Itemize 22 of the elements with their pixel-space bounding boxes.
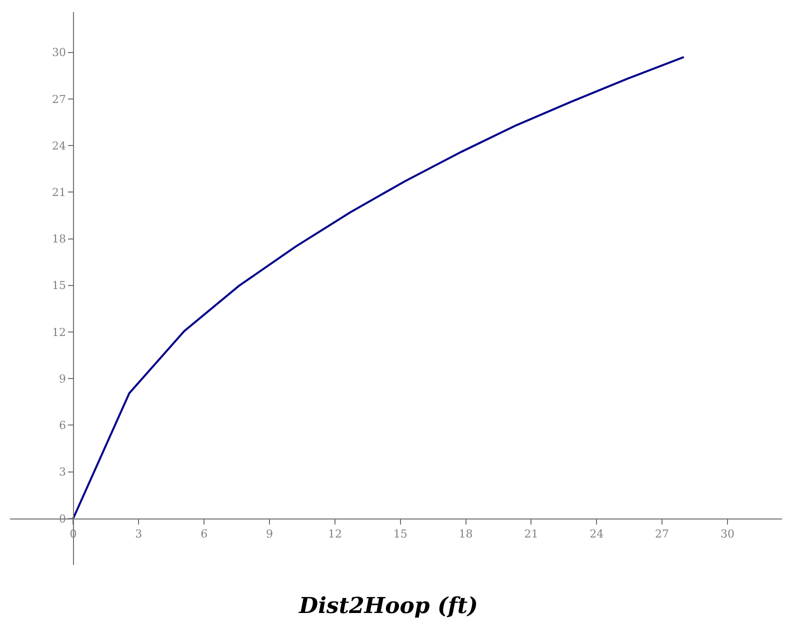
x-tick-label: 12 [328, 528, 342, 541]
y-tick-label: 24 [52, 139, 66, 152]
x-tick-label: 21 [524, 528, 538, 541]
y-tick-label: 18 [52, 232, 66, 246]
y-tick-label: 30 [52, 46, 66, 60]
x-tick-label: 18 [458, 528, 473, 541]
x-tick-label: 27 [655, 528, 670, 541]
y-tick-label: 6 [59, 419, 66, 432]
x-tick-label: 3 [135, 528, 142, 541]
y-tick-label: 3 [59, 466, 66, 479]
x-axis-title: Dist2Hoop (ft) [298, 593, 478, 619]
y-tick-label: 21 [52, 186, 66, 200]
x-tick-label: 15 [393, 528, 408, 541]
line-series [72, 56, 685, 520]
y-tick-label: 12 [52, 326, 66, 339]
x-tick-label: 24 [590, 528, 604, 541]
y-tick-label: 15 [52, 279, 66, 292]
x-tick-label: 6 [200, 528, 208, 541]
x-tick-label: 9 [266, 528, 274, 541]
y-tick-label: 9 [59, 372, 66, 386]
y-tick-label: 27 [52, 92, 66, 106]
x-tick-label: 30 [720, 528, 734, 541]
